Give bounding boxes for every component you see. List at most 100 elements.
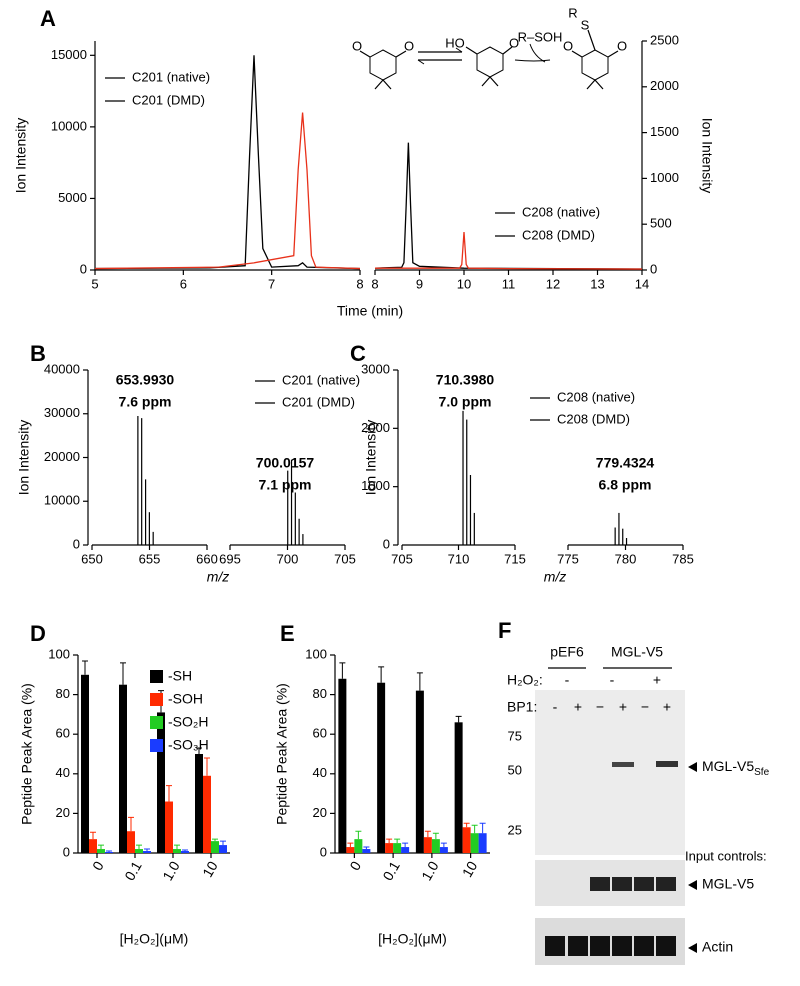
x-tick-label: 650 — [81, 551, 103, 566]
y-tick-label: 80 — [56, 686, 70, 701]
axis-title: [H₂O₂](μM) — [120, 931, 189, 947]
treatment-sign: - — [610, 672, 615, 688]
legend-swatch — [150, 693, 163, 706]
x-tick-label: 14 — [635, 276, 649, 291]
axis-title: [H₂O₂](μM) — [378, 931, 447, 947]
error-bar — [212, 838, 218, 842]
error-bar — [166, 785, 172, 802]
marker-label: 25 — [508, 822, 522, 837]
panel-label: F — [498, 618, 511, 643]
bar — [462, 827, 471, 853]
y-tick-label: 1000 — [650, 170, 679, 185]
error-bar — [136, 844, 142, 850]
x-tick-label: 13 — [590, 276, 604, 291]
x-tick-label: 780 — [615, 551, 637, 566]
x-tick-label: 5 — [91, 276, 98, 291]
legend-label: C208 (native) — [557, 389, 635, 404]
treatment-sign: + — [574, 699, 582, 715]
error-bar — [440, 842, 447, 848]
bar — [105, 852, 113, 853]
error-bar — [144, 848, 150, 852]
bar — [393, 843, 402, 853]
treatment-sign: − — [596, 699, 604, 715]
western-blot — [535, 667, 697, 965]
peak-annotation: 779.4324 — [596, 455, 655, 471]
legend-label: C201 (DMD) — [132, 92, 205, 107]
y-tick-label: 40000 — [44, 361, 80, 376]
x-tick-label: 705 — [334, 551, 356, 566]
scheme-label: HO — [445, 35, 465, 50]
marker-label: 50 — [508, 762, 522, 777]
x-tick-label: 0 — [89, 858, 107, 873]
x-tick-label: 700 — [277, 551, 299, 566]
y-tick-label: 2000 — [361, 420, 390, 435]
y-tick-label: 30000 — [44, 405, 80, 420]
panel-label: E — [280, 621, 295, 646]
trace — [94, 112, 361, 270]
bar — [354, 839, 363, 853]
peak-annotation: 6.8 ppm — [599, 477, 652, 493]
bar — [338, 678, 347, 853]
scheme-label: R — [568, 5, 577, 20]
bar — [478, 833, 487, 853]
bar — [362, 849, 371, 853]
x-tick-label: 710 — [448, 551, 470, 566]
y-tick-label: 2000 — [650, 78, 679, 93]
legend-label: C208 (DMD) — [522, 227, 595, 242]
axis-title: Ion Intensity — [363, 420, 379, 496]
bar — [97, 849, 105, 853]
error-bar — [416, 672, 423, 691]
x-tick-label: 785 — [672, 551, 694, 566]
y-tick-label: 0 — [63, 844, 70, 859]
band-label-main: MGL-V5 — [702, 758, 754, 774]
y-tick-label: 100 — [48, 646, 70, 661]
error-bar — [174, 844, 180, 850]
axis-title: m/z — [207, 569, 230, 585]
y-tick-label: 2500 — [650, 32, 679, 47]
y-tick-label: 20000 — [44, 449, 80, 464]
treatment-sign: - — [565, 672, 570, 688]
legend-swatch — [150, 739, 163, 752]
bar — [346, 847, 355, 853]
y-tick-label: 0 — [650, 261, 657, 276]
panel-label: D — [30, 621, 46, 646]
legend-label: C208 (native) — [522, 204, 600, 219]
axis-title: Ion Intensity — [699, 118, 715, 194]
y-tick-label: 0 — [320, 844, 327, 859]
y-tick-label: 500 — [650, 216, 672, 231]
x-tick-label: 775 — [557, 551, 579, 566]
treatment-sign: + — [663, 699, 671, 715]
y-tick-label: 40 — [313, 765, 327, 780]
y-tick-label: 80 — [313, 686, 327, 701]
error-bar — [90, 831, 96, 840]
x-tick-label: 715 — [504, 551, 526, 566]
bar — [385, 843, 394, 853]
y-tick-label: 20 — [56, 805, 70, 820]
bar — [181, 851, 189, 853]
axis-title: Ion Intensity — [16, 420, 32, 496]
error-bar — [479, 822, 486, 834]
y-tick-label: 3000 — [361, 361, 390, 376]
peak-annotation: 653.9930 — [116, 372, 175, 388]
error-bar — [347, 842, 354, 848]
y-tick-label: 1000 — [361, 478, 390, 493]
error-bar — [196, 747, 202, 754]
panel-label: B — [30, 341, 46, 366]
trace — [94, 55, 361, 270]
y-tick-label: 1500 — [650, 124, 679, 139]
bar — [415, 690, 424, 853]
error-bar — [98, 844, 104, 850]
x-tick-label: 10 — [459, 858, 481, 880]
error-bar — [386, 838, 393, 844]
y-tick-label: 40 — [56, 765, 70, 780]
y-tick-label: 5000 — [58, 190, 87, 205]
bar — [454, 722, 463, 853]
y-tick-label: 0 — [73, 536, 80, 551]
bar — [143, 851, 151, 853]
band-label: MGL-V5Sfe — [702, 758, 770, 778]
y-tick-label: 10000 — [51, 118, 87, 133]
scheme-label: R–SOH — [518, 29, 563, 44]
peak-annotation: 7.1 ppm — [259, 477, 312, 493]
x-tick-label: 0 — [346, 858, 364, 873]
error-bar — [378, 666, 385, 683]
